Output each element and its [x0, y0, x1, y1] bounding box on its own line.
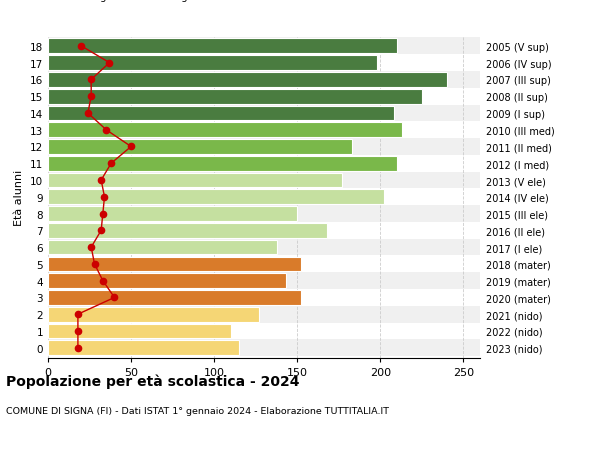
Bar: [48, 106, 394, 121]
Bar: [48, 257, 301, 272]
Bar: [48, 105, 480, 122]
Bar: [48, 239, 480, 256]
Bar: [48, 290, 480, 306]
Bar: [48, 140, 352, 155]
Legend: Sec. II grado, Sec. I grado, Scuola Primaria, Scuola Infanzia, Asilo Nido, Stran: Sec. II grado, Sec. I grado, Scuola Prim…: [53, 0, 545, 2]
Bar: [48, 206, 480, 223]
Text: COMUNE DI SIGNA (FI) - Dati ISTAT 1° gennaio 2024 - Elaborazione TUTTITALIA.IT: COMUNE DI SIGNA (FI) - Dati ISTAT 1° gen…: [6, 406, 389, 415]
Bar: [48, 323, 480, 340]
Bar: [48, 223, 480, 239]
Bar: [48, 56, 377, 71]
Bar: [48, 340, 480, 356]
Bar: [48, 307, 259, 322]
Bar: [48, 39, 480, 55]
Bar: [48, 123, 402, 138]
Bar: [48, 122, 480, 139]
Bar: [48, 172, 480, 189]
Bar: [48, 274, 286, 288]
Bar: [48, 341, 239, 355]
Bar: [48, 256, 480, 273]
Bar: [48, 55, 480, 72]
Bar: [48, 240, 277, 255]
Bar: [48, 156, 480, 172]
Bar: [48, 157, 397, 171]
Bar: [48, 89, 480, 105]
Bar: [48, 189, 480, 206]
Bar: [48, 273, 480, 290]
Bar: [48, 173, 342, 188]
Bar: [48, 306, 480, 323]
Bar: [48, 90, 422, 104]
Bar: [48, 324, 231, 339]
Bar: [48, 39, 397, 54]
Bar: [48, 207, 297, 221]
Text: Popolazione per età scolastica - 2024: Popolazione per età scolastica - 2024: [6, 374, 299, 389]
Bar: [48, 139, 480, 156]
Bar: [48, 190, 383, 205]
Bar: [48, 73, 447, 88]
Bar: [48, 72, 480, 89]
Y-axis label: Età alunni: Età alunni: [14, 169, 25, 225]
Bar: [48, 224, 327, 238]
Bar: [48, 291, 301, 305]
